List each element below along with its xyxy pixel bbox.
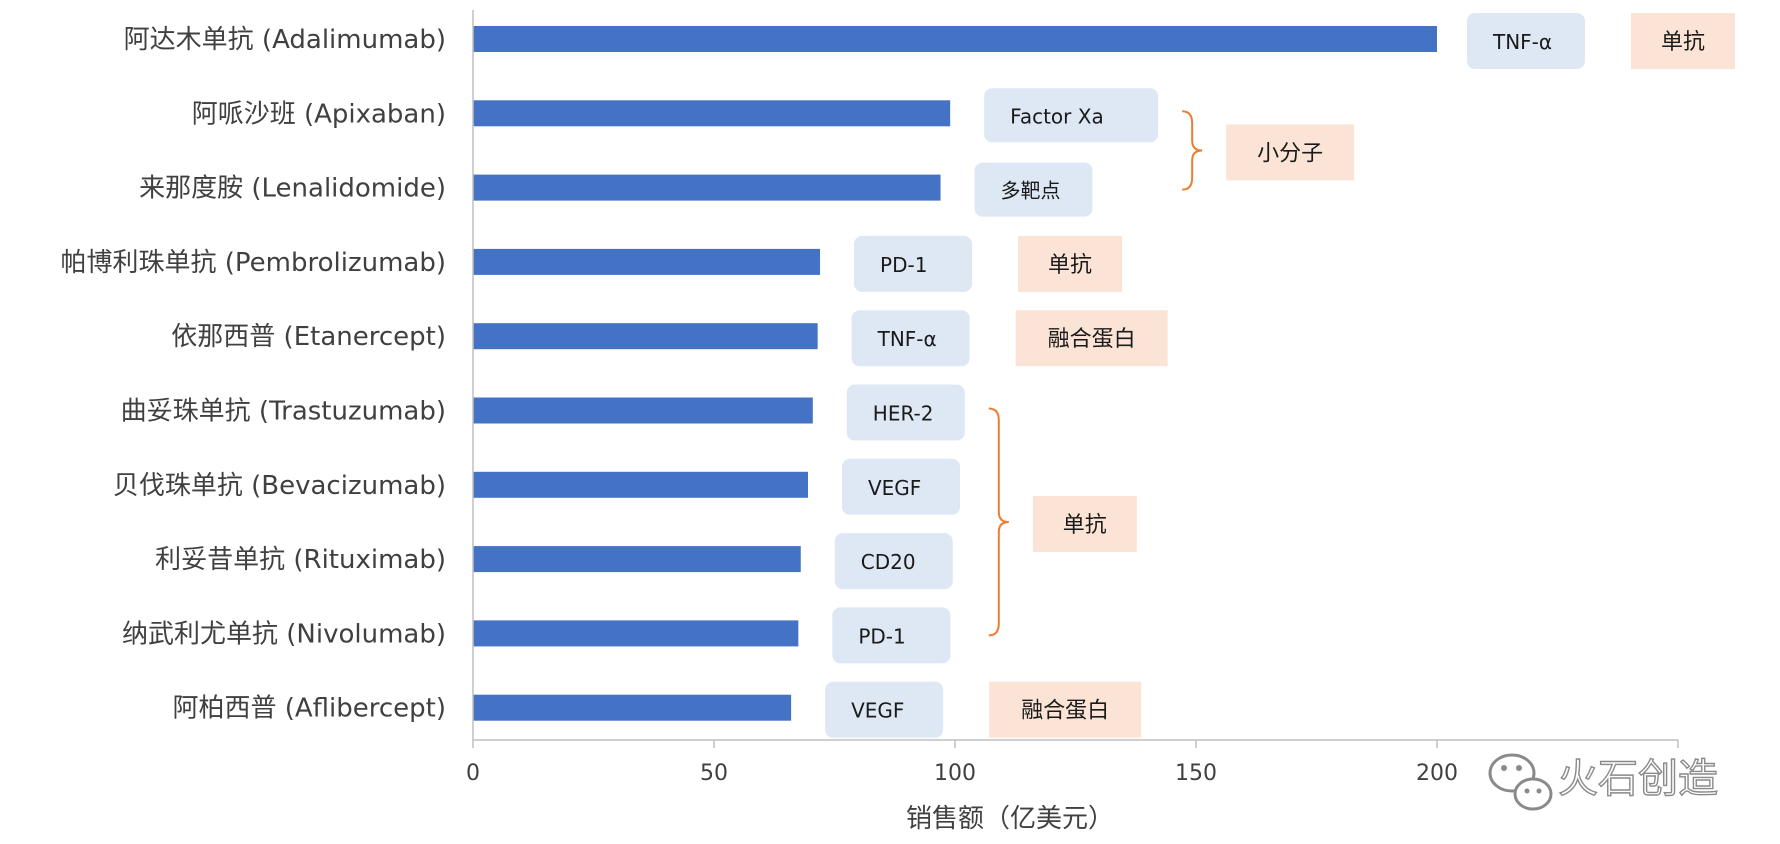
- type-label: 融合蛋白: [1021, 699, 1109, 724]
- bar: [473, 323, 818, 350]
- target-label: HER-2: [873, 402, 934, 426]
- type-label: 融合蛋白: [1048, 327, 1136, 352]
- type-label: 单抗: [1661, 30, 1705, 55]
- target-label: PD-1: [858, 624, 905, 648]
- category-label: 阿达木单抗 (Adalimumab): [124, 25, 446, 55]
- category-labels: 阿达木单抗 (Adalimumab) 阿哌沙班 (Apixaban) 来那度胺 (L…: [61, 25, 447, 724]
- target-box: [854, 235, 973, 292]
- target-box: [825, 681, 944, 738]
- bars-layer: [473, 26, 1437, 721]
- target-label: VEGF: [851, 699, 904, 723]
- type-box: [1226, 124, 1355, 181]
- bar: [473, 694, 792, 721]
- x-tick-label: 0: [466, 761, 480, 786]
- x-axis-title: 销售额（亿美元）: [906, 804, 1114, 834]
- category-label: 贝伐珠单抗 (Bevacizumab): [113, 471, 446, 501]
- target-box: [1467, 13, 1585, 69]
- category-label: 阿哌沙班 (Apixaban): [192, 99, 446, 129]
- target-label: PD-1: [880, 253, 927, 277]
- category-label: 帕博利珠单抗 (Pembrolizumab): [61, 248, 447, 278]
- target-boxes: TNF-α Factor Xa 多靶点 PD-1 TNF-α HER-2 VEGF CD20 P…: [825, 13, 1585, 738]
- target-box: [974, 162, 1093, 217]
- type-label: 小分子: [1257, 141, 1323, 166]
- axes-layer: [472, 10, 1679, 748]
- target-box: [846, 384, 965, 441]
- category-label: 曲妥珠单抗 (Trastuzumab): [121, 397, 446, 427]
- type-box: [989, 681, 1142, 738]
- bar: [473, 100, 951, 127]
- watermark: 火石创造: [1488, 753, 1719, 811]
- bar: [473, 26, 1437, 52]
- target-box: [851, 310, 970, 367]
- bar: [473, 174, 941, 201]
- target-label: VEGF: [868, 476, 921, 500]
- group-bracket: [988, 407, 1009, 637]
- x-tick-label: 200: [1416, 761, 1458, 786]
- x-tick-label: 100: [934, 761, 976, 786]
- watermark-text: 火石创造: [1558, 756, 1718, 802]
- type-box: [1032, 495, 1137, 552]
- category-label: 利妥昔单抗 (Rituximab): [155, 545, 446, 575]
- bar: [473, 248, 821, 275]
- target-box: [984, 88, 1159, 143]
- target-box: [832, 607, 951, 664]
- target-label: TNF-α: [1492, 30, 1552, 54]
- type-label: 单抗: [1048, 253, 1092, 278]
- bar: [473, 620, 799, 647]
- bar: [473, 546, 801, 573]
- type-box: [1631, 13, 1735, 69]
- target-label: TNF-α: [877, 327, 937, 351]
- x-tick-label: 50: [700, 761, 728, 786]
- target-label: 多靶点: [1001, 179, 1061, 203]
- category-label: 依那西普 (Etanercept): [171, 322, 446, 352]
- wechat-icon: [1488, 753, 1553, 811]
- type-box: [1015, 310, 1168, 367]
- group-bracket: [1182, 110, 1203, 191]
- target-box: [834, 533, 953, 590]
- x-tick-labels: 0 50 100 150 200: [466, 761, 1458, 786]
- target-label: CD20: [861, 550, 916, 574]
- category-label: 来那度胺 (Lenalidomide): [139, 174, 446, 204]
- category-label: 纳武利尤单抗 (Nivolumab): [122, 619, 446, 649]
- target-label: Factor Xa: [1010, 104, 1104, 128]
- category-label: 阿柏西普 (Aflibercept): [172, 694, 446, 724]
- target-box: [841, 458, 960, 515]
- type-box: [1018, 235, 1123, 292]
- type-label: 单抗: [1063, 513, 1107, 538]
- bar: [473, 471, 808, 498]
- x-tick-label: 150: [1175, 761, 1217, 786]
- bar: [473, 397, 813, 424]
